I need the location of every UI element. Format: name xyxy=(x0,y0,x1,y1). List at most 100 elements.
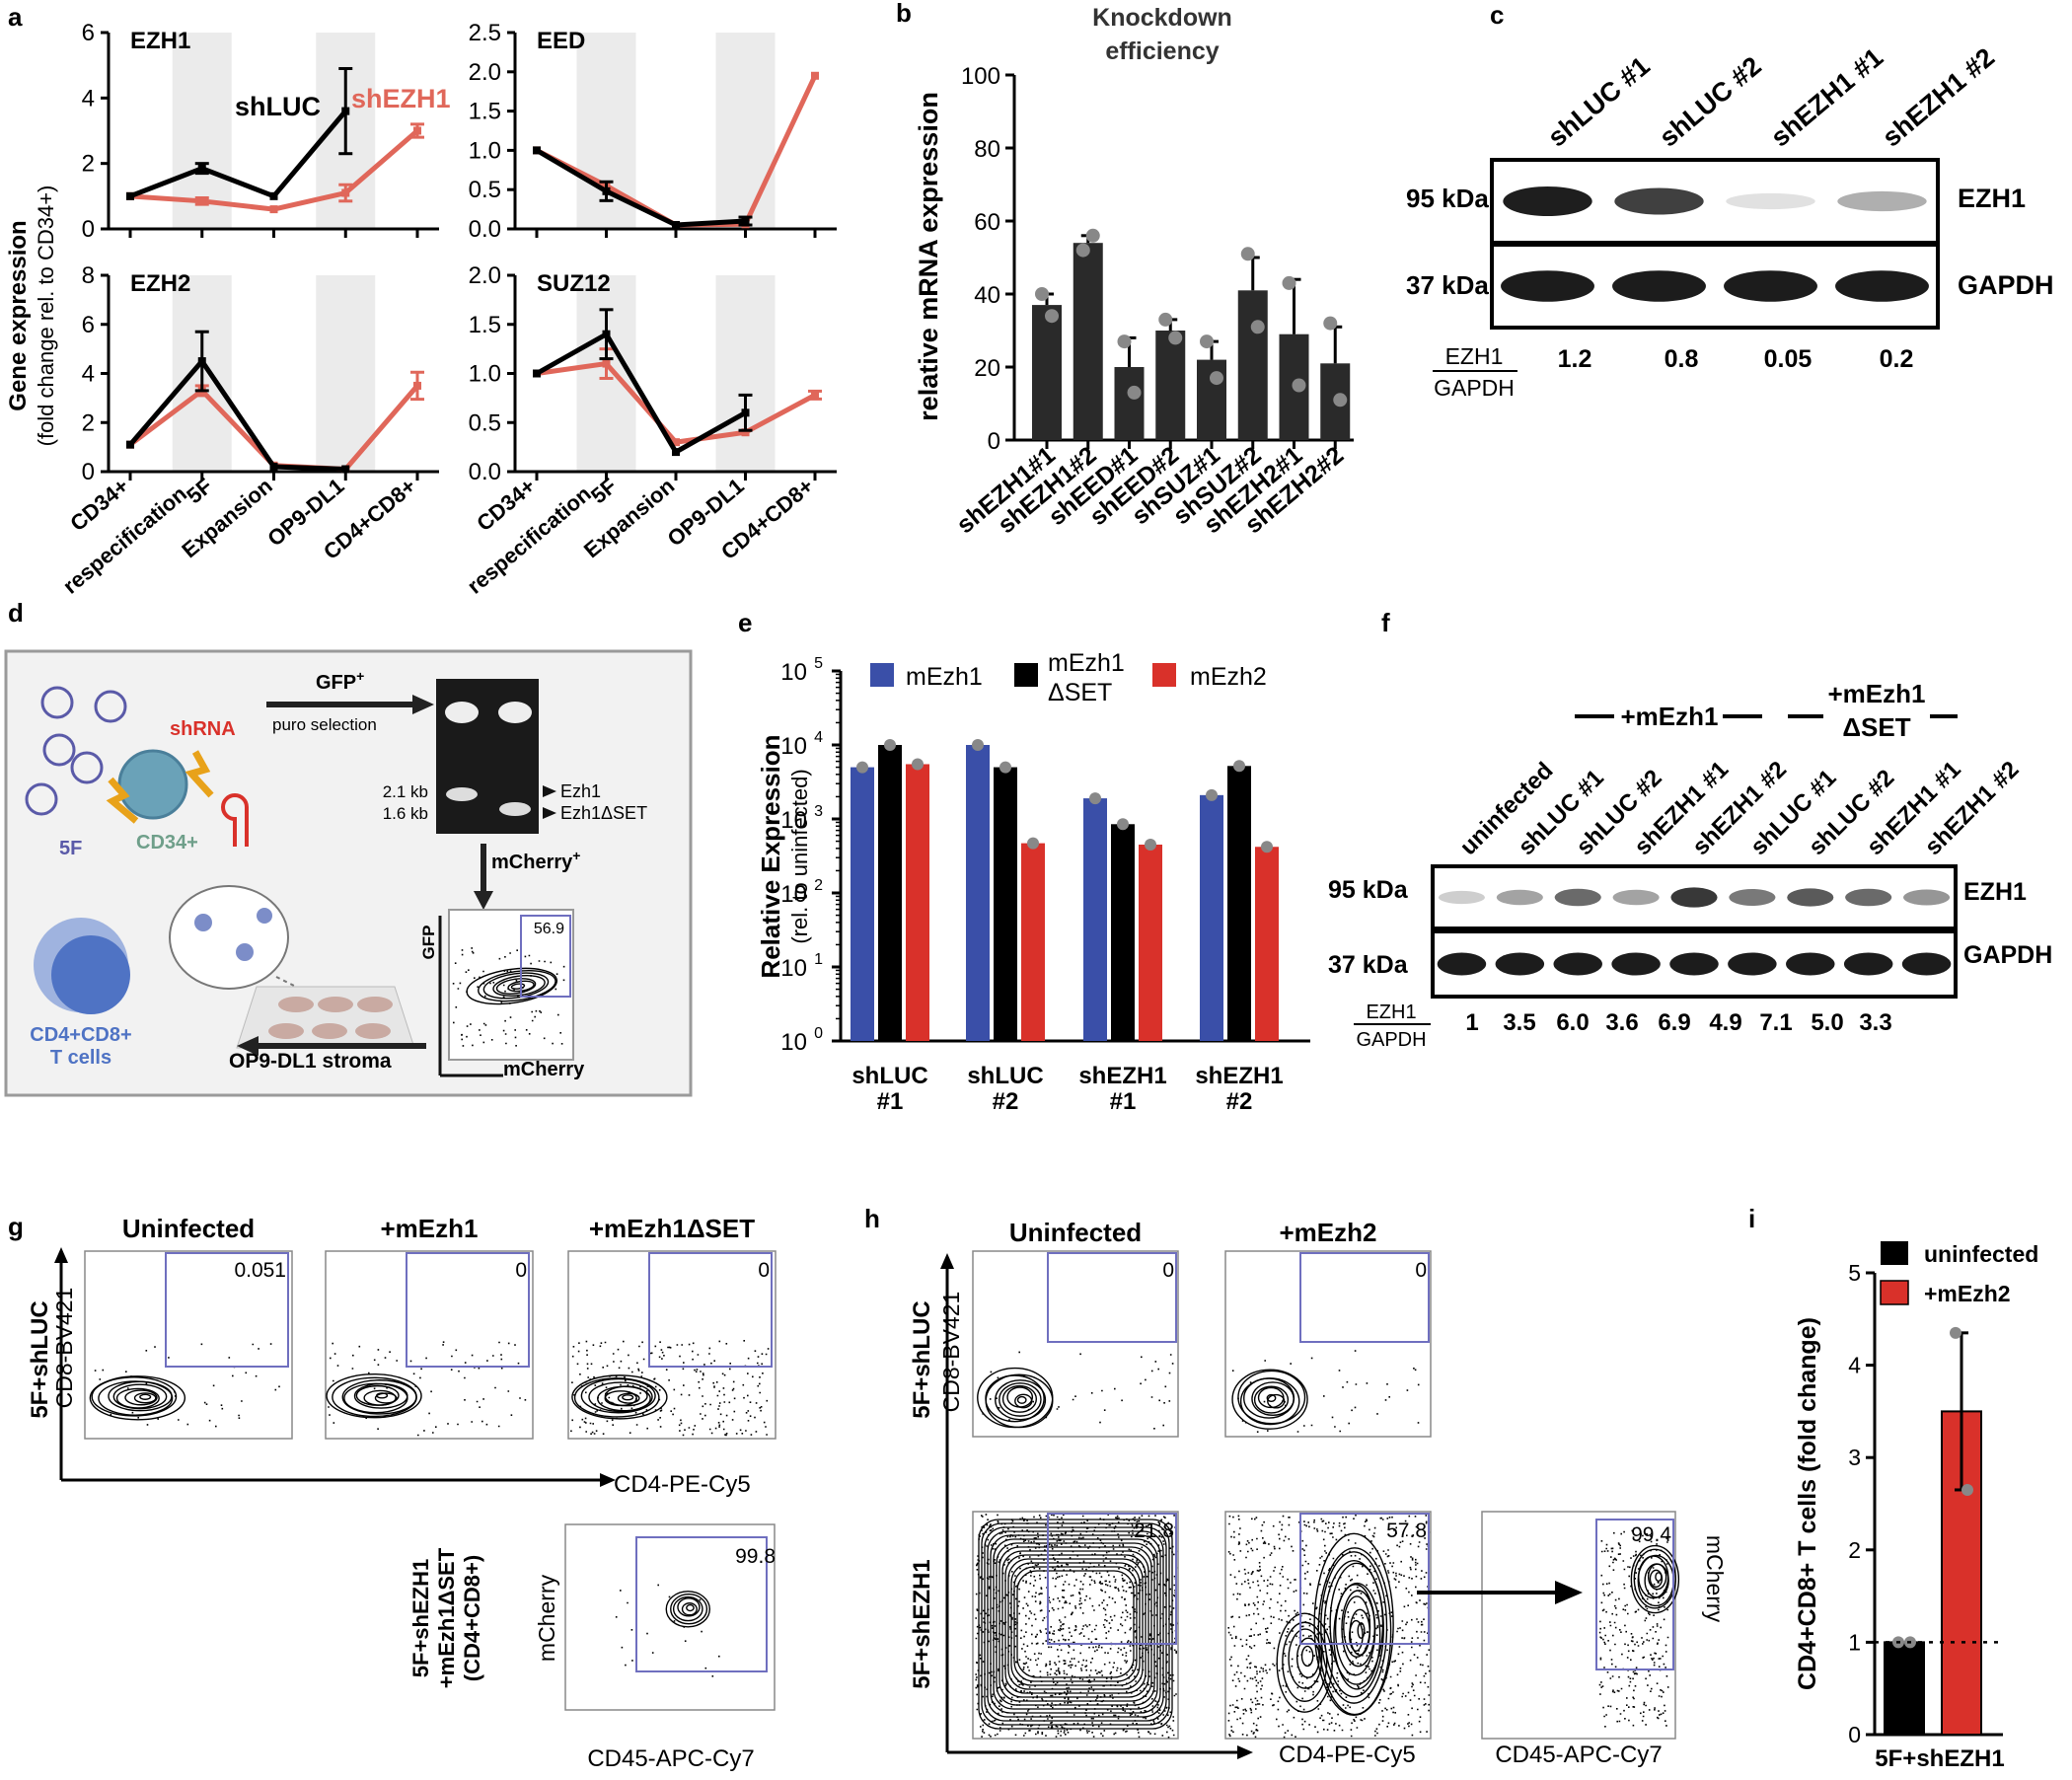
data-point xyxy=(1158,312,1173,327)
row-label: (CD4+CD8+) xyxy=(460,1555,484,1681)
y-tick-label: 2.0 xyxy=(469,262,501,289)
contour-line xyxy=(376,1392,389,1399)
contour-line xyxy=(124,1389,158,1406)
grey-band xyxy=(316,275,376,472)
data-point xyxy=(197,196,206,205)
panel-a-ylabel-line2: (fold change rel. to CD34+) xyxy=(34,185,58,447)
contour-line xyxy=(1016,1570,1135,1678)
shrna-label: shRNA xyxy=(170,718,236,740)
stroma-label: OP9-DL1 stroma xyxy=(229,1050,392,1073)
contour-line xyxy=(133,1392,157,1404)
pointer-icon xyxy=(543,807,556,819)
bar-mEzh1 xyxy=(1083,798,1107,1041)
series-line-shLUC xyxy=(535,148,746,228)
y-axis-label: relative mRNA expression xyxy=(914,92,943,421)
blot-band-top xyxy=(1787,888,1834,907)
facs-gate xyxy=(1299,1252,1430,1343)
blot-band-bottom xyxy=(1612,270,1706,302)
virus-icon xyxy=(40,686,74,719)
panel-a-gene-title: EED xyxy=(537,28,585,54)
facs-plot-frame xyxy=(1224,1250,1432,1438)
x-axis-label: CD4-PE-Cy5 xyxy=(1279,1742,1416,1768)
contour-line xyxy=(677,1597,701,1617)
bar-mEzh1 xyxy=(851,767,874,1041)
contour-line xyxy=(341,1379,417,1415)
contour-line xyxy=(478,970,556,1002)
panel-label-e: e xyxy=(738,608,752,637)
data-point xyxy=(1117,334,1132,349)
group-label-mezh1: +mEzh1 xyxy=(1621,702,1719,731)
blot-band-top xyxy=(1496,889,1543,906)
data-point xyxy=(1323,316,1338,331)
facs-plot-frame xyxy=(1481,1511,1676,1740)
y-tick-exponent: 3 xyxy=(814,803,823,820)
data-point xyxy=(856,761,868,774)
arrowhead-icon xyxy=(1555,1581,1583,1604)
panel-a-ylabel-line1: Gene expression xyxy=(5,220,32,410)
contour-line xyxy=(1004,1554,1147,1694)
x-category-label: #2 xyxy=(993,1088,1019,1115)
y-tick-label: 10 xyxy=(780,1029,807,1056)
panel-label-b: b xyxy=(896,0,912,28)
data-point xyxy=(269,463,278,472)
data-point xyxy=(197,164,206,173)
legend-label: mEzh1 xyxy=(1048,649,1125,677)
cell-icon xyxy=(257,908,272,924)
y-tick-label: 2.0 xyxy=(469,59,501,86)
y-axis-label: CD8-BV421 xyxy=(51,1288,77,1409)
contour-line xyxy=(999,1382,1042,1417)
panel-a-xticks-left: CD34+ 5FrespecificationExpansionOP9-DL1CD… xyxy=(58,474,420,599)
bar-mEzh2 xyxy=(1255,847,1279,1041)
mini-facs-gate-value: 56.9 xyxy=(534,921,564,937)
contour-line xyxy=(1300,1645,1314,1668)
blot-band-bottom xyxy=(1843,952,1893,976)
panel-a: a Gene expression (fold change rel. to C… xyxy=(5,2,837,599)
bar xyxy=(1197,359,1226,440)
blot-band-bottom xyxy=(1495,952,1545,976)
zoom-circle xyxy=(169,885,289,990)
lane-label: shLUC #1 xyxy=(1542,51,1656,153)
panel-h-plots: 0 Uninfected 0 +mEzh2 21.8 57.8 99.4 CD8-BV421 C… xyxy=(909,1218,1728,1768)
puro-label: puro selection xyxy=(272,715,377,734)
gate-value: 99.4 xyxy=(1631,1523,1671,1546)
column-header: +mEzh1 xyxy=(381,1214,479,1243)
y-axis-label: mCherry xyxy=(534,1574,559,1662)
facs-gate xyxy=(1299,1513,1430,1645)
contour-line xyxy=(622,1394,634,1401)
band-label: EZH1 xyxy=(1963,878,2027,906)
y-tick-label: 0 xyxy=(988,428,1000,455)
panel-a-gene-title: SUZ12 xyxy=(537,270,611,297)
virus-icon xyxy=(42,733,76,767)
ratio-denominator: GAPDH xyxy=(1434,375,1515,401)
blot-band-top xyxy=(1845,888,1892,907)
data-point xyxy=(672,221,680,230)
data-point xyxy=(1200,334,1214,349)
ratio-numerator: EZH1 xyxy=(1445,343,1504,369)
blot-band-top xyxy=(1726,192,1815,210)
y-tick-exponent: 0 xyxy=(814,1025,823,1042)
bar-mEzh1 ΔSET xyxy=(878,745,902,1041)
y-tick-label: 3 xyxy=(1848,1445,1861,1470)
contour-line xyxy=(495,978,537,995)
data-point xyxy=(1145,839,1156,852)
y-tick-exponent: 4 xyxy=(814,729,823,746)
y-tick-label: 2.5 xyxy=(469,20,501,46)
data-point xyxy=(1089,792,1101,805)
x-category-label: shLUC xyxy=(967,1063,1043,1089)
kda-label: 95 kDa xyxy=(1406,184,1489,213)
arrowhead-icon xyxy=(1237,1745,1253,1759)
legend-label: uninfected xyxy=(1924,1241,2038,1267)
data-point xyxy=(341,188,350,197)
y-tick-label: 4 xyxy=(82,361,95,388)
y-tick-label: 2 xyxy=(82,409,95,436)
bar xyxy=(1073,243,1103,440)
contour-line xyxy=(978,1519,1173,1730)
facs-plot-frame xyxy=(564,1523,776,1711)
kb2-label: 1.6 kb xyxy=(383,804,428,823)
contour-line xyxy=(1231,1369,1308,1430)
gfp-axis-label: GFP xyxy=(419,926,438,960)
y-tick-label: 0 xyxy=(1848,1722,1861,1747)
data-point xyxy=(1950,1326,1961,1339)
data-point xyxy=(413,126,421,135)
